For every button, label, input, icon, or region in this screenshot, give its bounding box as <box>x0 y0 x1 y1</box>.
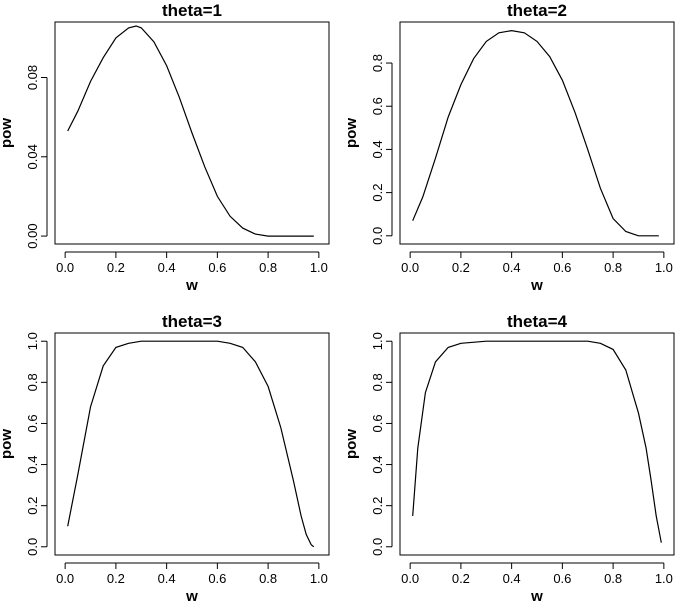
panel-3-y-tick-label: 1.0 <box>25 332 40 350</box>
panel-2-y-tick-label: 0.4 <box>370 140 385 158</box>
panel-2-y-label: pow <box>343 118 360 148</box>
panel-4-y-label: pow <box>343 429 360 459</box>
panel-4-x-tick-label: 0.2 <box>452 571 470 586</box>
panel-3: theta=3 0.0 0.2 0.4 0.6 0.8 1.0 w 0.0 0.2 0.4 0.6 0.… <box>0 312 330 604</box>
panel-3-x-tick-label: 0.8 <box>259 571 277 586</box>
panel-4-x-tick-label: 0.4 <box>503 571 521 586</box>
panel-3-y-tick-label: 0.8 <box>25 373 40 391</box>
panel-4-y-tick-label: 1.0 <box>370 332 385 350</box>
panel-2-x-tick-label: 0.4 <box>503 260 521 275</box>
panel-1-y-label: pow <box>0 118 15 148</box>
panel-3-y-label: pow <box>0 429 15 459</box>
panel-1-x-tick-label: 0.6 <box>208 260 226 275</box>
panel-1-x-tick-label: 0.2 <box>107 260 125 275</box>
panel-2-x-tick-label: 0.6 <box>553 260 571 275</box>
panel-3-x-label: w <box>185 588 198 604</box>
panel-4-x-tick-label: 1.0 <box>655 571 673 586</box>
panel-2-y-tick-label: 0.6 <box>370 97 385 115</box>
panel-1-y-tick-label: 0.00 <box>25 223 40 248</box>
panel-1-curve <box>67 25 314 237</box>
panel-4-y-tick-label: 0.0 <box>370 538 385 556</box>
panel-1-x-tick-label: 0.4 <box>158 260 176 275</box>
panel-1-x-label: w <box>185 277 198 294</box>
panel-2-y-tick-label: 0.8 <box>370 54 385 72</box>
panel-3-x-tick-label: 0.2 <box>107 571 125 586</box>
panel-2-x-tick-label: 0.2 <box>452 260 470 275</box>
panel-3-x-tick-label: 0.6 <box>208 571 226 586</box>
panel-2-x-tick-label: 0.8 <box>604 260 622 275</box>
panel-4-x-label: w <box>530 588 543 604</box>
panel-4-x-tick-label: 0.6 <box>553 571 571 586</box>
panel-3-x-tick-label: 1.0 <box>310 571 328 586</box>
panel-1-x-tick-label: 0.8 <box>259 260 277 275</box>
panel-4-curve <box>412 340 662 543</box>
panel-4-title: theta=4 <box>507 312 568 331</box>
panel-3-y-tick-label: 0.2 <box>25 497 40 515</box>
panel-4-y-tick-label: 0.6 <box>370 414 385 432</box>
panel-3-x-tick-label: 0.4 <box>158 571 176 586</box>
panel-3-title: theta=3 <box>162 312 222 331</box>
panel-2-title: theta=2 <box>507 1 567 20</box>
panel-2-y-tick-label: 0.0 <box>370 227 385 245</box>
panel-1: theta=1 0.0 0.2 0.4 0.6 0.8 1.0 w 0.00 0.04 0.08 po… <box>0 1 330 294</box>
panel-2-frame <box>399 21 675 245</box>
panel-3-frame <box>54 332 330 556</box>
panel-4-x-tick-label: 0.0 <box>401 571 419 586</box>
panel-1-x-tick-label: 1.0 <box>310 260 328 275</box>
panel-3-y-tick-label: 0.0 <box>25 538 40 556</box>
panel-3-y-tick-label: 0.4 <box>25 456 40 474</box>
panel-2-y-tick-label: 0.2 <box>370 184 385 202</box>
panel-3-curve <box>67 340 315 548</box>
panel-1-y-tick-label: 0.08 <box>25 65 40 90</box>
panel-2-x-tick-label: 1.0 <box>655 260 673 275</box>
panel-4-y-tick-label: 0.4 <box>370 456 385 474</box>
panel-1-y-tick-label: 0.04 <box>25 144 40 169</box>
panel-1-frame <box>54 21 330 245</box>
panel-2-curve <box>412 29 659 237</box>
panel-1-title: theta=1 <box>162 1 222 20</box>
panel-4: theta=4 0.0 0.2 0.4 0.6 0.8 1.0 w 0.0 0.2 0.4 0.6 0.… <box>343 312 675 604</box>
panel-2: theta=2 0.0 0.2 0.4 0.6 0.8 1.0 w 0.0 0.2 0.4 0.6 0.… <box>343 1 675 294</box>
panel-3-x-tick-label: 0.0 <box>56 571 74 586</box>
panel-4-y-tick-label: 0.2 <box>370 497 385 515</box>
panel-4-frame <box>399 332 675 556</box>
panel-1-x-tick-label: 0.0 <box>56 260 74 275</box>
panel-2-x-label: w <box>530 277 543 294</box>
panel-2-x-tick-label: 0.0 <box>401 260 419 275</box>
panel-4-y-tick-label: 0.8 <box>370 373 385 391</box>
panel-4-x-tick-label: 0.8 <box>604 571 622 586</box>
panel-3-y-tick-label: 0.6 <box>25 414 40 432</box>
